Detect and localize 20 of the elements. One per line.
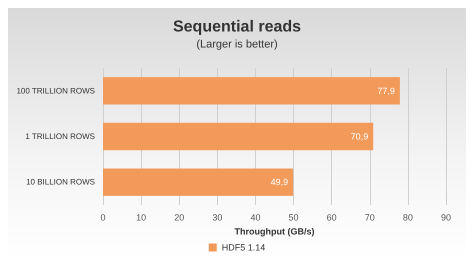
y-tick-label: 1 TRILLION ROWS: [25, 132, 95, 141]
x-tick-label: 40: [250, 212, 260, 222]
data-label: 49,9: [270, 177, 288, 188]
legend-label: HDF5 1.14: [222, 242, 266, 252]
chart-subtitle: (Larger is better): [196, 38, 278, 50]
y-tick-label: 10 BILLION ROWS: [26, 178, 95, 187]
chart-title: Sequential reads: [172, 18, 302, 36]
x-axis-title: Throughput (GB/s): [234, 226, 314, 236]
data-label: 70,9: [350, 132, 368, 142]
y-tick-label: 100 TRILLION ROWS: [16, 86, 95, 96]
x-tick-label: 80: [402, 212, 413, 222]
x-tick-label: 10: [136, 212, 146, 222]
x-tick-label: 30: [212, 212, 222, 222]
data-label: 77,9: [377, 86, 395, 96]
x-tick-label: 90: [440, 212, 452, 222]
x-tick-label: 20: [174, 212, 184, 222]
x-tick-label: 60: [326, 212, 337, 222]
x-tick-label: 50: [288, 212, 299, 222]
x-tick-label: 70: [364, 212, 375, 222]
x-tick-label: 0: [100, 212, 106, 222]
